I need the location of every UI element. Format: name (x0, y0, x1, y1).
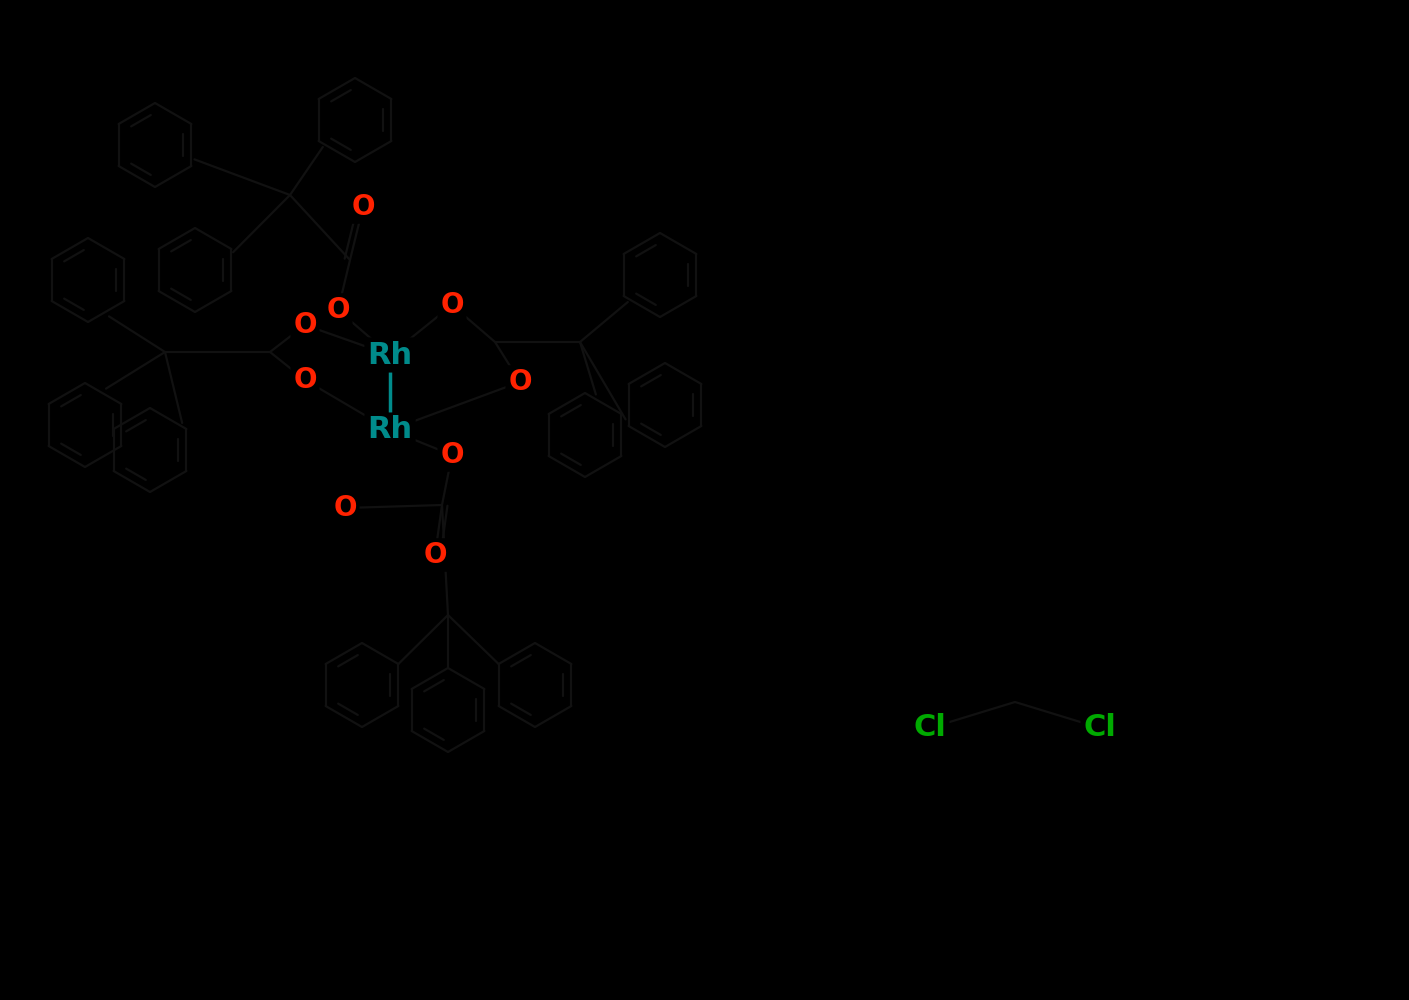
Text: Cl: Cl (1084, 714, 1116, 742)
Text: O: O (351, 193, 375, 221)
Text: O: O (440, 291, 464, 319)
Text: O: O (327, 296, 349, 324)
Text: Rh: Rh (368, 340, 413, 369)
Text: O: O (334, 494, 356, 522)
Text: Rh: Rh (368, 416, 413, 444)
Text: Cl: Cl (913, 714, 947, 742)
Text: O: O (423, 541, 447, 569)
Text: O: O (440, 441, 464, 469)
Text: O: O (293, 311, 317, 339)
Text: O: O (509, 368, 531, 396)
Text: O: O (293, 366, 317, 394)
